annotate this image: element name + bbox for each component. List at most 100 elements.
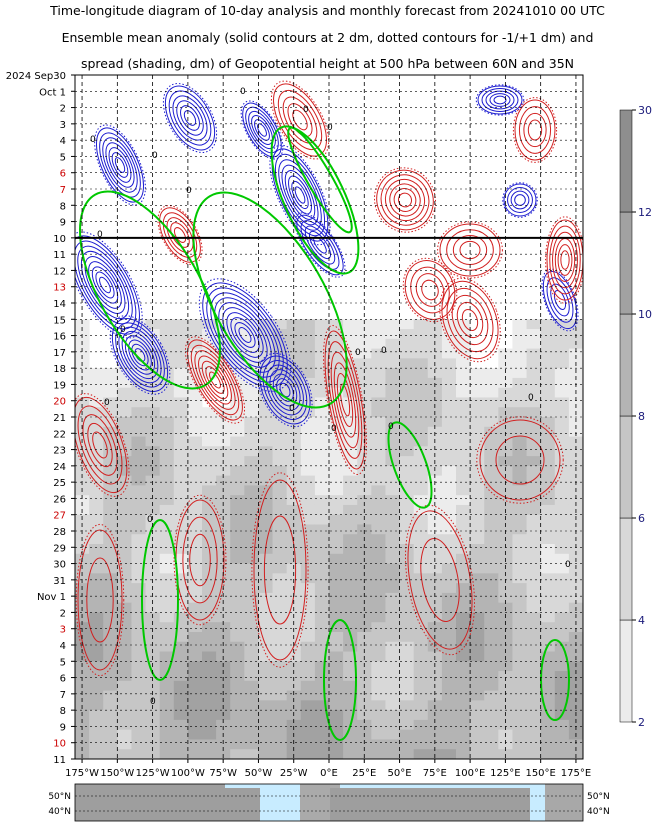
spread-cell: [540, 592, 556, 604]
contour-label: 0: [152, 151, 158, 161]
spread-cell: [272, 436, 288, 447]
spread-cell: [159, 426, 175, 438]
y-tick-label: 5: [60, 657, 66, 668]
spread-cell: [371, 622, 386, 633]
spread-cell: [75, 426, 90, 438]
spread-cell: [399, 739, 415, 750]
spread-cell: [314, 514, 330, 525]
colorbar-label: 2: [638, 716, 645, 729]
spread-cell: [244, 436, 259, 447]
spread-cell: [484, 583, 499, 594]
y-tick-label: 10: [53, 739, 66, 750]
spread-cell: [441, 514, 457, 525]
spread-cell: [371, 729, 386, 740]
spread-cell: [441, 671, 457, 682]
spread-cell: [300, 456, 316, 467]
spread-cell: [117, 700, 132, 711]
anomaly-contour: [376, 169, 434, 231]
anomaly-contour: [226, 312, 264, 358]
spread-cell: [441, 338, 457, 350]
contour-label: 0: [289, 404, 295, 414]
spread-cell: [385, 563, 401, 574]
spread-cell: [216, 641, 231, 653]
spread-cell: [385, 661, 401, 672]
spread-cell: [470, 739, 485, 750]
spread-cell: [117, 749, 132, 759]
spread-cell: [540, 563, 556, 574]
spread-cell: [131, 475, 147, 486]
spread-cell: [131, 739, 147, 750]
spread-cell: [568, 671, 583, 682]
spread-cell: [187, 563, 203, 574]
spread-cell: [329, 553, 344, 565]
anomaly-contour: [108, 147, 132, 183]
spread-cell: [441, 387, 457, 398]
anomaly-contour: [111, 152, 129, 178]
spread-cell: [131, 622, 147, 633]
spread-cell: [329, 456, 344, 467]
spread-cell: [484, 524, 499, 535]
spread-cell: [371, 446, 386, 457]
spread-cell: [272, 534, 288, 545]
spread-cell: [456, 524, 471, 535]
spread-cell: [456, 446, 471, 457]
spread-cell: [399, 407, 415, 418]
y-tick-label: 26: [53, 494, 66, 505]
spread-cell: [202, 583, 217, 594]
spread-cell: [371, 504, 386, 516]
spread-cell: [456, 739, 471, 750]
spread-cell: [159, 348, 175, 359]
spread-cell: [413, 573, 429, 584]
spread-cell: [117, 553, 132, 565]
map-continent: [200, 788, 260, 821]
anomaly-contour: [218, 302, 272, 368]
spread-cell: [526, 329, 542, 340]
spread-cell: [399, 426, 415, 438]
spread-cell: [329, 368, 344, 379]
spread-cell: [484, 397, 499, 408]
spread-cell: [441, 612, 457, 623]
spread-cell: [512, 319, 528, 330]
spread-cell: [131, 651, 147, 662]
spread-cell: [399, 319, 415, 330]
spread-cell: [554, 690, 570, 701]
spread-cell: [117, 407, 132, 418]
x-tick-label: 100°E: [455, 768, 485, 779]
spread-cell: [103, 377, 118, 389]
spread-cell: [554, 348, 570, 359]
spread-cell: [456, 690, 471, 701]
spread-cell: [258, 534, 274, 545]
spread-cell: [230, 319, 245, 330]
spread-cell: [202, 338, 217, 350]
spread-cell: [159, 475, 175, 486]
spread-cell: [385, 426, 401, 438]
spread-cell: [314, 504, 330, 516]
spread-cell: [343, 485, 358, 496]
spread-cell: [371, 651, 386, 662]
spread-cell: [484, 700, 499, 711]
spread-cell: [258, 749, 274, 759]
spread-cell: [314, 700, 330, 711]
spread-cell: [258, 739, 274, 750]
spread-cell: [385, 485, 401, 496]
spread-cell: [427, 719, 443, 731]
spread-cell: [173, 739, 189, 750]
spread-cell: [75, 671, 90, 682]
spread-cell: [512, 739, 528, 750]
anomaly-contour: [287, 103, 313, 137]
spread-cell: [371, 710, 386, 721]
spread-cell: [159, 485, 175, 496]
y-tick-label: 7: [60, 185, 66, 196]
spread-cell: [512, 631, 528, 643]
spread-cell: [343, 651, 358, 662]
spread-cell: [173, 456, 189, 467]
spread-cell: [568, 544, 583, 555]
spread-cell: [230, 495, 245, 506]
spread-cell: [314, 680, 330, 692]
spread-cell: [343, 534, 358, 545]
spread-cell: [187, 465, 203, 477]
spread-cell: [314, 602, 330, 613]
anomaly-contour: [254, 119, 270, 141]
spread-cell: [159, 602, 175, 613]
spread-cell: [300, 426, 316, 438]
